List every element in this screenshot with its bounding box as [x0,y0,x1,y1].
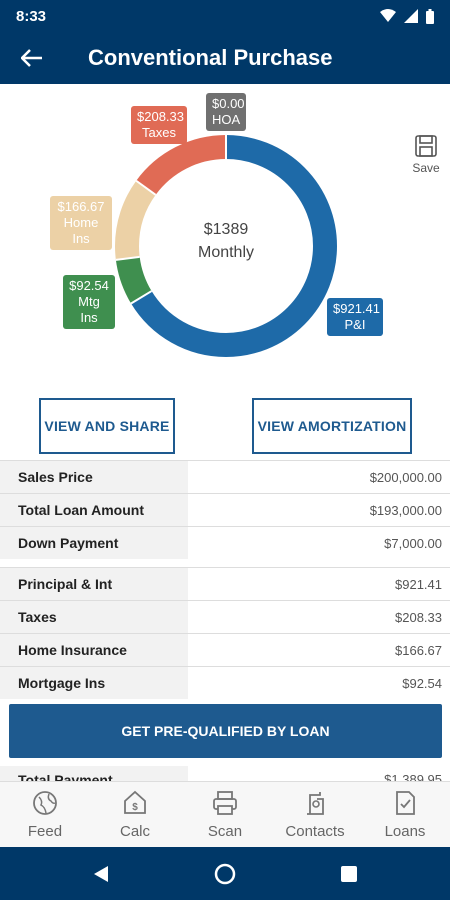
circle-home-icon [214,863,236,884]
donut-chart [115,135,337,357]
donut-separator [115,255,140,261]
table-row-total-payment: Total Payment $1,389.95 [0,766,450,782]
nav-label: Feed [27,823,63,840]
row-value: $921.41 [188,568,450,600]
svg-text:$: $ [132,802,138,813]
callout-home-ins: $166.67 Home Ins [50,196,112,250]
signal-icon [404,9,418,23]
monthly-label: Monthly [197,244,255,261]
row-label: Taxes [0,601,188,633]
system-back-button[interactable] [89,862,113,886]
nav-contacts[interactable]: Contacts [270,782,360,847]
printer-icon [213,791,237,815]
row-label: Sales Price [0,461,188,493]
table-row: Sales Price $200,000.00 [0,460,450,493]
row-label: Total Payment [0,766,188,782]
nav-label: Contacts [285,823,345,840]
donut-separator [130,290,153,305]
nav-label: Calc [119,823,150,840]
view-amortization-button[interactable]: VIEW AMORTIZATION [252,398,412,454]
row-value: $193,000.00 [188,494,450,526]
monthly-amount: $1389 [203,221,249,238]
table-row: Down Payment $7,000.00 [0,526,450,559]
globe-icon [33,791,57,815]
document-check-icon [396,791,415,815]
nav-scan[interactable]: Scan [180,782,270,847]
table-row: Home Insurance $166.67 [0,633,450,666]
battery-icon [426,8,434,24]
payment-chart: $1389 Monthly $0.00 HOA $208.33 Taxes $1… [0,84,450,384]
bottom-nav: Feed $ Calc Scan Contacts Loans [0,781,450,847]
row-label: Total Loan Amount [0,494,188,526]
system-home-button[interactable] [213,862,237,886]
row-label: Home Insurance [0,634,188,666]
table-row: Taxes $208.33 [0,600,450,633]
table-row: Total Loan Amount $193,000.00 [0,493,450,526]
row-label: Principal & Int [0,568,188,600]
row-value: $1,389.95 [384,772,442,782]
loan-summary-table: Sales Price $200,000.00 Total Loan Amoun… [0,460,450,559]
payment-breakdown-table: Principal & Int $921.41 Taxes $208.33 Ho… [0,567,450,699]
status-bar: 8:33 [0,0,450,32]
page-title: Conventional Purchase [88,45,333,70]
save-label: Save [412,161,440,175]
status-time: 8:33 [16,7,47,25]
callout-hoa: $0.00 HOA [206,93,246,131]
floppy-disk-icon [415,135,437,157]
view-and-share-button[interactable]: VIEW AND SHARE [39,398,175,454]
triangle-back-icon [94,865,108,882]
save-button[interactable]: Save [406,134,446,175]
nav-feed[interactable]: Feed [0,782,90,847]
calculator-icon: $ [124,790,146,814]
nav-loans[interactable]: Loans [360,782,450,847]
row-value: $200,000.00 [188,461,450,493]
contacts-icon [307,792,324,815]
row-value: $208.33 [188,601,450,633]
callout-taxes: $208.33 Taxes [131,106,187,144]
nav-label: Scan [207,823,243,840]
row-value: $7,000.00 [188,527,450,559]
nav-label: Loans [384,823,426,840]
row-value: $92.54 [188,667,450,699]
row-label: Down Payment [0,527,188,559]
callout-mtg-ins: $92.54 Mtg Ins [63,275,115,329]
row-value: $166.67 [188,634,450,666]
donut-separator [135,179,157,196]
system-nav-bar [0,847,450,900]
donut-slice-home-ins [115,135,337,357]
get-pre-qualified-button[interactable]: GET PRE-QUALIFIED BY LOAN [9,704,442,758]
table-row: Mortgage Ins $92.54 [0,666,450,699]
nav-calc[interactable]: $ Calc [90,782,180,847]
square-recents-icon [341,865,357,882]
system-recents-button[interactable] [337,862,361,886]
back-arrow-icon [21,49,42,67]
callout-pi: $921.41 P&I [327,298,383,336]
table-row: Principal & Int $921.41 [0,567,450,600]
back-button[interactable] [0,32,64,84]
row-label: Mortgage Ins [0,667,188,699]
app-bar: Conventional Purchase [0,32,450,84]
wifi-icon [380,9,396,22]
